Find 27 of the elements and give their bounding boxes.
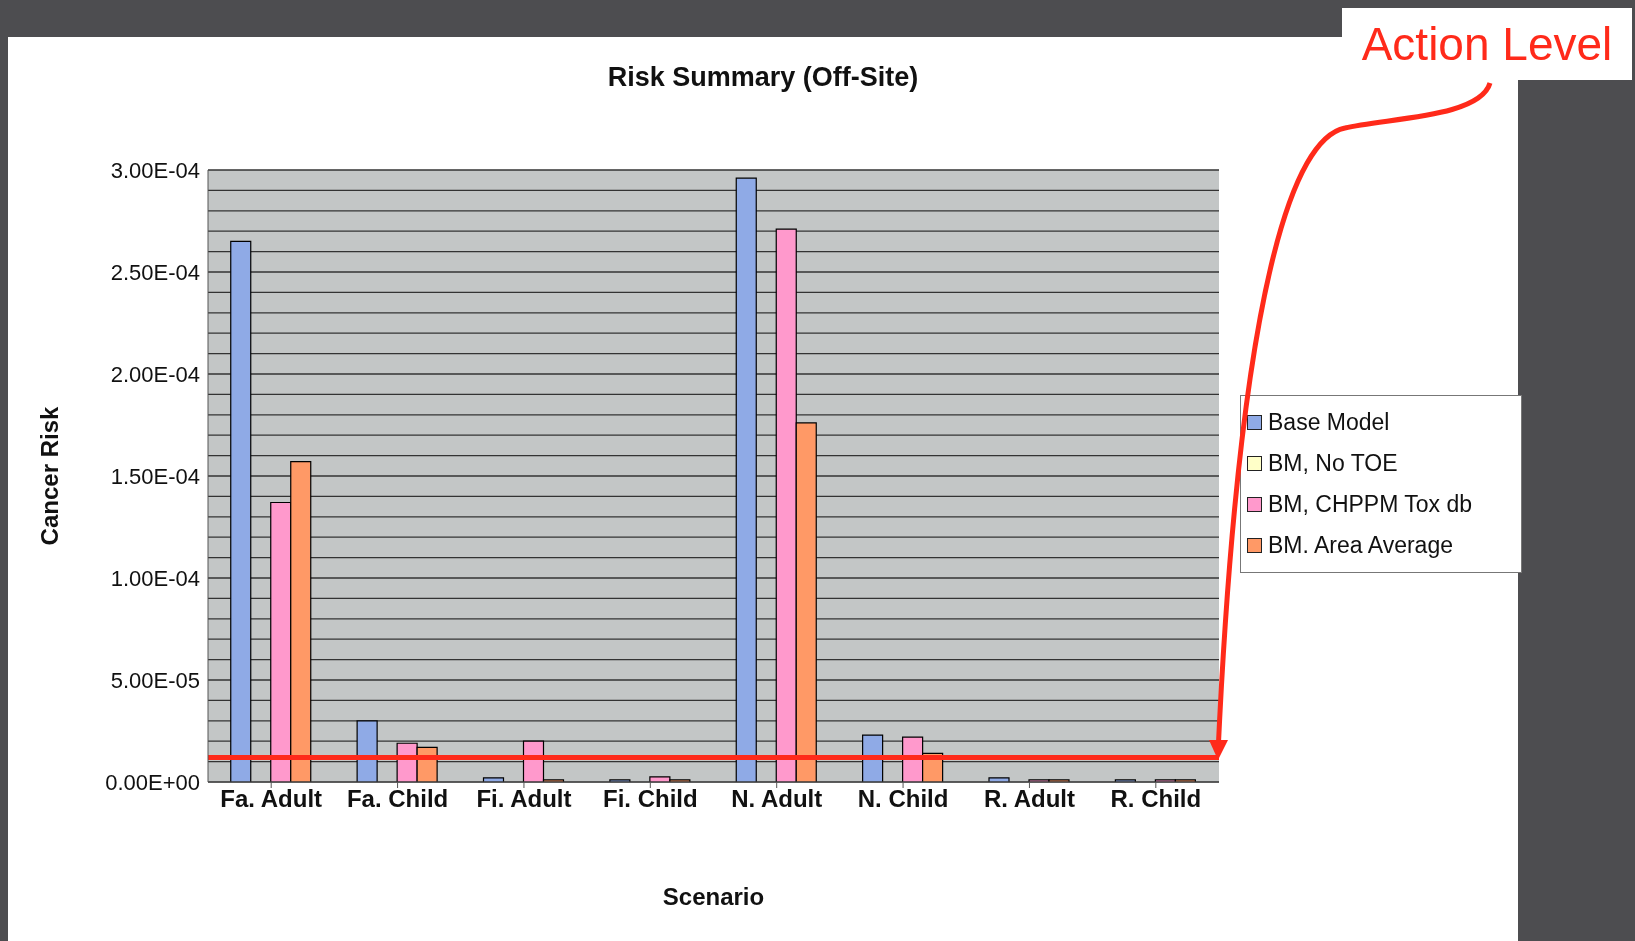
x-axis-title: Scenario: [661, 883, 766, 911]
bar: [988, 777, 1010, 782]
y-axis-title: Cancer Risk: [36, 406, 64, 546]
x-tick-label: N. Adult: [731, 785, 823, 813]
x-tick-label: Fa. Adult: [220, 785, 323, 813]
x-tick-label: R. Adult: [983, 785, 1075, 813]
chart-title: Risk Summary (Off-Site): [607, 62, 919, 92]
legend-label: Base Model: [1268, 408, 1390, 437]
y-tick-label: 2.00E-04: [110, 361, 200, 387]
legend-label: BM, CHPPM Tox db: [1268, 490, 1473, 519]
ref-line-label: Action Level: [1342, 8, 1632, 80]
bar: [735, 177, 757, 782]
x-tick-label: R. Child: [1110, 785, 1202, 813]
bar: [230, 240, 252, 782]
x-tick-label: Fi. Child: [602, 785, 698, 813]
x-tick-label: Fa. Child: [346, 785, 449, 813]
legend-label: BM, No TOE: [1268, 449, 1398, 478]
y-tick-label: 1.50E-04: [110, 463, 200, 489]
y-tick-label: 2.50E-04: [110, 259, 200, 285]
y-tick-label: 5.00E-05: [110, 667, 200, 693]
y-tick-label: 0.00E+00: [105, 769, 200, 795]
bar: [356, 720, 378, 782]
y-tick-label: 1.00E-04: [110, 565, 200, 591]
legend-label: BM. Area Average: [1268, 531, 1453, 560]
x-tick-label: N. Child: [857, 785, 949, 813]
x-tick-label: Fi. Adult: [476, 785, 572, 813]
y-tick-label: 3.00E-04: [110, 157, 200, 183]
